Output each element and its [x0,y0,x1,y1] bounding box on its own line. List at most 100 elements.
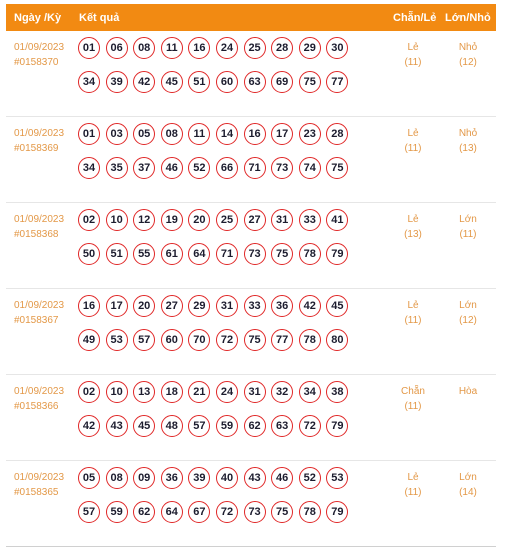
result-numbers: 16 17 20 27 29 31 33 36 42 45 49 53 57 60 70 72 75 77 78 80 [78,295,368,353]
result-numbers: 02 10 13 18 21 24 31 32 34 38 42 43 45 48 57 59 62 63 72 79 [78,381,368,439]
result-numbers: 05 08 09 36 39 40 43 46 52 53 57 59 62 64 67 72 73 75 78 79 [78,467,368,525]
parity-count: (11) [404,143,422,154]
number-ball: 42 [133,71,156,93]
number-ball: 11 [160,37,183,59]
draw-date: 01/09/2023 [14,386,65,397]
number-ball: 63 [243,71,266,93]
number-ball: 57 [188,415,211,437]
number-ball: 77 [271,329,294,351]
size-count: (14) [459,487,477,498]
number-ball: 25 [243,37,266,59]
number-ball: 52 [298,467,321,489]
number-ball: 34 [298,381,321,403]
number-ball: 35 [105,157,128,179]
size-result: Hòa [443,384,493,399]
size-label: Nhỏ [458,128,478,139]
number-ball: 59 [105,501,128,523]
number-line: 34 39 42 45 51 60 63 69 75 77 [78,71,368,95]
table-row: 01/09/2023 #0158370 01 06 08 11 16 24 25 28 29 30 34… [6,31,496,117]
number-ball: 08 [105,467,128,489]
number-ball: 78 [298,501,321,523]
size-label: Lớn [459,214,477,225]
number-ball: 53 [105,329,128,351]
table-row: 01/09/2023 #0158369 01 03 05 08 11 14 16 17 23 28 34… [6,117,496,203]
number-ball: 75 [271,501,294,523]
number-ball: 70 [188,329,211,351]
number-ball: 05 [133,123,156,145]
table-body: 01/09/2023 #0158370 01 06 08 11 16 24 25 28 29 30 34… [6,31,496,547]
header-size: Lớn/Nhỏ [445,12,491,24]
number-ball: 57 [133,329,156,351]
number-ball: 41 [326,209,349,231]
draw-date: 01/09/2023 [14,300,65,311]
number-ball: 64 [188,243,211,265]
number-ball: 73 [271,157,294,179]
number-ball: 64 [160,501,183,523]
number-ball: 43 [105,415,128,437]
table-row: 01/09/2023 #0158367 16 17 20 27 29 31 33 36 42 45 49… [6,289,496,375]
number-ball: 79 [326,415,349,437]
number-ball: 09 [133,467,156,489]
number-ball: 38 [326,381,349,403]
number-ball: 14 [215,123,238,145]
number-ball: 36 [271,295,294,317]
size-label: Lớn [459,472,477,483]
parity-result: Lẻ (11) [388,470,438,500]
parity-count: (11) [404,315,422,326]
number-ball: 72 [215,501,238,523]
number-ball: 45 [133,415,156,437]
size-label: Nhỏ [458,42,478,53]
parity-label: Lẻ [407,214,419,225]
number-ball: 52 [188,157,211,179]
number-line: 02 10 12 19 20 25 27 31 33 41 [78,209,368,233]
number-ball: 75 [326,157,349,179]
number-line: 34 35 37 46 52 66 71 73 74 75 [78,157,368,181]
draw-period: #0158368 [14,229,59,240]
number-ball: 60 [160,329,183,351]
number-ball: 49 [78,329,100,351]
number-ball: 31 [271,209,294,231]
draw-period: #0158366 [14,401,59,412]
number-ball: 36 [160,467,183,489]
number-ball: 50 [78,243,100,265]
number-ball: 39 [105,71,128,93]
parity-label: Lẻ [407,300,419,311]
number-line: 16 17 20 27 29 31 33 36 42 45 [78,295,368,319]
size-count: (12) [459,57,477,68]
number-ball: 30 [326,37,349,59]
number-ball: 27 [160,295,183,317]
number-ball: 34 [78,157,100,179]
size-result: Lớn (12) [443,298,493,328]
number-ball: 45 [326,295,349,317]
size-result: Lớn (14) [443,470,493,500]
number-ball: 16 [243,123,266,145]
number-ball: 01 [78,37,100,59]
number-ball: 39 [188,467,211,489]
number-ball: 78 [298,243,321,265]
parity-result: Lẻ (13) [388,212,438,242]
number-ball: 75 [298,71,321,93]
number-ball: 37 [133,157,156,179]
parity-result: Lẻ (11) [388,40,438,70]
draw-date: 01/09/2023 [14,472,65,483]
number-ball: 61 [160,243,183,265]
draw-date-period: 01/09/2023 #0158370 [14,40,64,70]
number-line: 50 51 55 61 64 71 73 75 78 79 [78,243,368,267]
table-header: Ngày /Kỳ Kết quả Chẵn/Lẻ Lớn/Nhỏ [6,4,496,31]
number-ball: 28 [326,123,349,145]
number-line: 42 43 45 48 57 59 62 63 72 79 [78,415,368,439]
number-ball: 75 [243,329,266,351]
number-ball: 51 [105,243,128,265]
number-ball: 42 [78,415,100,437]
parity-count: (11) [404,401,422,412]
number-ball: 08 [133,37,156,59]
table-row: 01/09/2023 #0158368 02 10 12 19 20 25 27 31 33 41 50… [6,203,496,289]
number-ball: 02 [78,381,100,403]
parity-result: Lẻ (11) [388,126,438,156]
number-ball: 45 [160,71,183,93]
number-ball: 17 [271,123,294,145]
number-ball: 08 [160,123,183,145]
number-ball: 12 [133,209,156,231]
number-ball: 46 [271,467,294,489]
number-ball: 29 [188,295,211,317]
